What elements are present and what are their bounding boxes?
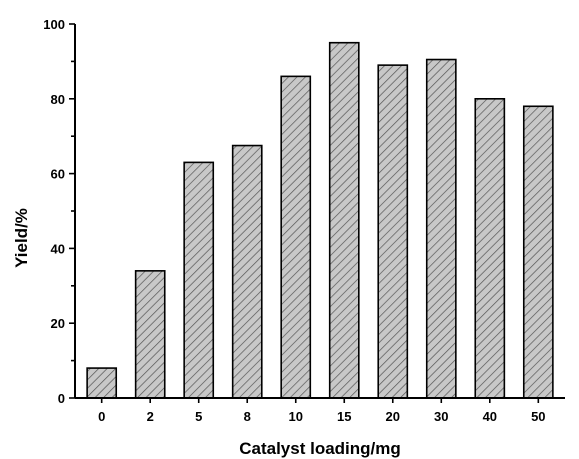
- y-tick-label: 80: [51, 92, 65, 107]
- x-tick-label-5: 5: [195, 409, 202, 424]
- bar-10: [280, 75, 312, 399]
- x-tick-label-0: 0: [98, 409, 105, 424]
- ticks-group: 0 20 40 60 80 100 0 2 5 8 10 15 20 30 40 50: [43, 17, 545, 424]
- x-tick-label-30: 30: [434, 409, 448, 424]
- x-tick-label-8: 8: [244, 409, 251, 424]
- x-tick-label-20: 20: [386, 409, 400, 424]
- bar-5: [183, 161, 215, 399]
- x-tick-label-15: 15: [337, 409, 351, 424]
- bar-8: [231, 144, 263, 399]
- bar-50: [522, 105, 554, 399]
- bar-2: [134, 270, 166, 399]
- x-tick-label-40: 40: [483, 409, 497, 424]
- y-tick-label: 0: [58, 391, 65, 406]
- bars-group: [86, 41, 554, 399]
- x-tick-label-50: 50: [531, 409, 545, 424]
- bar-40: [474, 98, 506, 399]
- bar-20: [377, 64, 409, 399]
- bar-0: [86, 367, 118, 399]
- y-tick-label: 20: [51, 316, 65, 331]
- y-axis-label: Yield/%: [12, 208, 31, 268]
- y-tick-label: 100: [43, 17, 65, 32]
- x-tick-label-2: 2: [147, 409, 154, 424]
- bar-15: [328, 41, 360, 399]
- x-tick-label-10: 10: [289, 409, 303, 424]
- y-tick-label: 40: [51, 241, 65, 256]
- y-tick-label: 60: [51, 167, 65, 182]
- x-axis-label: Catalyst loading/mg: [239, 439, 401, 458]
- bar-30: [425, 58, 457, 399]
